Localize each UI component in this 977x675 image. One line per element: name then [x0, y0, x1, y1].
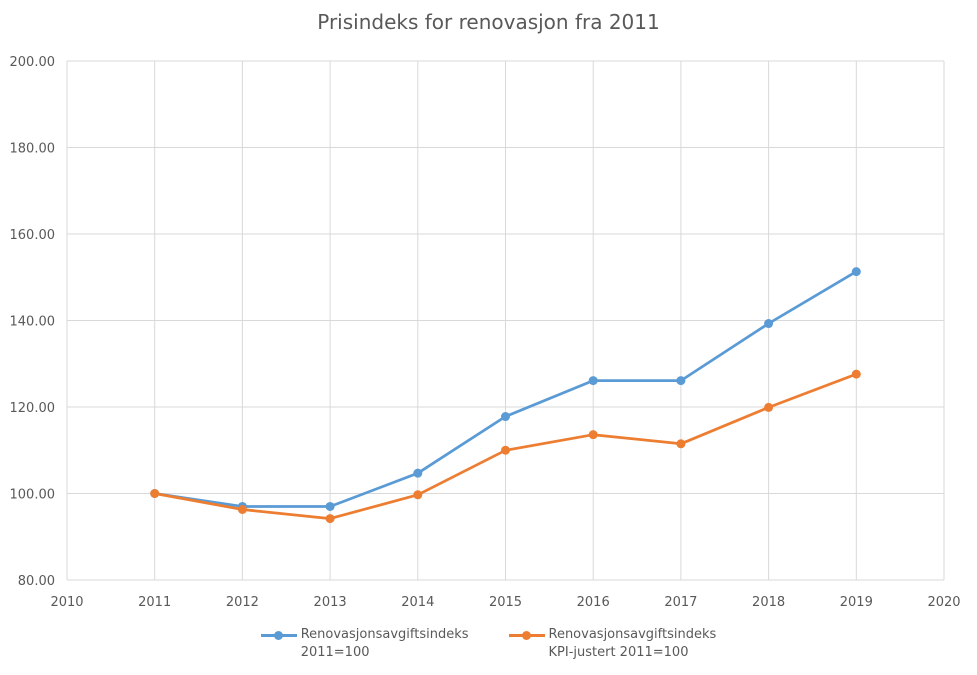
data-point-series-2 [325, 514, 335, 524]
x-tick-label: 2018 [752, 595, 785, 610]
x-tick-label: 2019 [840, 595, 873, 610]
x-tick-label: 2014 [401, 595, 434, 610]
data-point-series-1 [325, 501, 335, 511]
x-tick-label: 2016 [577, 595, 610, 610]
data-point-series-1 [851, 267, 861, 277]
data-point-series-1 [676, 376, 686, 386]
x-tick-label: 2013 [314, 595, 347, 610]
data-point-series-1 [501, 412, 510, 422]
data-point-series-2 [851, 369, 861, 379]
y-tick-label: 160.00 [10, 228, 56, 243]
x-tick-label: 2017 [664, 595, 697, 610]
legend-label-series-1: Renovasjonsavgiftsindeks 2011=100 [300, 627, 469, 660]
legend-marker-series-2 [508, 626, 545, 644]
legend-item-series-2[interactable]: Renovasjonsavgiftsindeks KPI-justert 201… [508, 626, 717, 662]
x-tick-label: 2012 [226, 595, 259, 610]
data-point-series-2 [588, 430, 598, 440]
y-tick-label: 200.00 [10, 55, 56, 70]
x-tick-label: 2011 [138, 595, 171, 610]
legend-label-series-2: Renovasjonsavgiftsindeks KPI-justert 201… [548, 627, 717, 660]
data-point-series-2 [237, 505, 247, 515]
data-point-series-2 [676, 439, 686, 449]
data-point-series-1 [588, 376, 598, 386]
legend-marker-series-1 [260, 626, 297, 644]
data-point-series-2 [764, 402, 774, 412]
x-tick-label: 2015 [489, 595, 522, 610]
data-point-series-1 [764, 319, 774, 329]
legend-item-series-1[interactable]: Renovasjonsavgiftsindeks 2011=100 [260, 626, 469, 662]
x-tick-label: 2020 [927, 595, 960, 610]
legend: Renovasjonsavgiftsindeks 2011=100 Renova… [0, 626, 977, 662]
data-point-series-1 [413, 468, 423, 478]
y-tick-label: 120.00 [10, 401, 56, 416]
y-tick-label: 140.00 [10, 315, 56, 330]
chart-title: Prisindeks for renovasjon fra 2011 [317, 10, 660, 34]
data-point-series-2 [150, 489, 160, 498]
y-tick-label: 180.00 [10, 142, 56, 157]
data-point-series-2 [413, 490, 423, 500]
x-tick-label: 2010 [50, 595, 83, 610]
y-tick-label: 80.00 [18, 574, 55, 589]
data-point-series-2 [501, 445, 510, 455]
y-tick-label: 100.00 [10, 488, 56, 503]
